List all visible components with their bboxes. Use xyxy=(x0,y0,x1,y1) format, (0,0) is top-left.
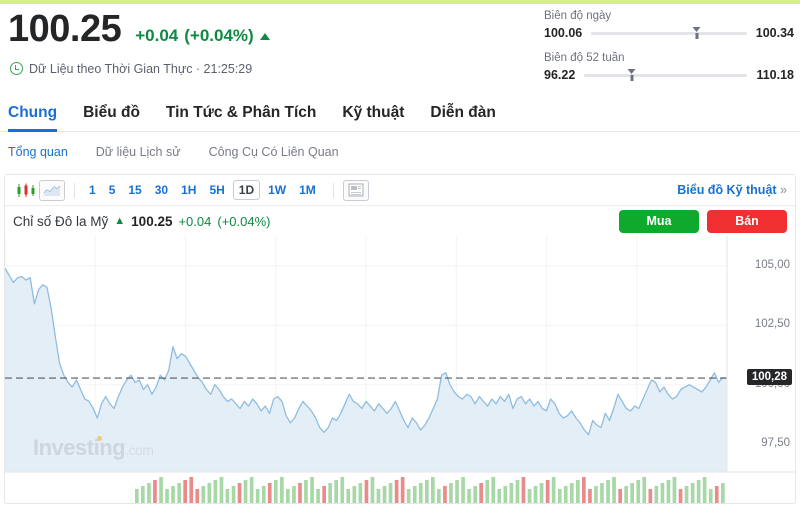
buy-button[interactable]: Mua xyxy=(619,209,699,233)
caret-up-icon xyxy=(259,32,270,40)
timeframe-1D[interactable]: 1D xyxy=(232,180,261,200)
instrument-name: Chỉ số Đô la Mỹ xyxy=(13,213,109,229)
technical-chart-label: Biểu đồ Kỹ thuật xyxy=(677,183,777,197)
y-axis-tick-3: 97,50 xyxy=(761,437,790,450)
subtab-2[interactable]: Công Cụ Có Liên Quan xyxy=(208,145,339,159)
technical-chart-link[interactable]: Biểu đồ Kỹ thuật » xyxy=(677,183,787,197)
tab-1[interactable]: Biểu đồ xyxy=(83,104,140,121)
tab-0[interactable]: Chung xyxy=(8,104,58,132)
day-range-label: Biên độ ngày xyxy=(544,10,612,22)
day-range-row: 100.06 100.34 xyxy=(544,26,794,40)
subtab-0[interactable]: Tổng quan xyxy=(8,145,68,159)
tab-3[interactable]: Kỹ thuật xyxy=(342,104,405,121)
top-accent-bar xyxy=(0,0,800,4)
day-range-slider[interactable] xyxy=(591,26,747,39)
tab-4[interactable]: Diễn đàn xyxy=(430,104,496,121)
current-price-badge: 100,28 xyxy=(746,369,792,386)
instrument-change: +0.04 xyxy=(178,213,212,229)
y-axis-tick-0: 105,00 xyxy=(754,258,790,271)
week52-range-low: 96.22 xyxy=(544,68,576,82)
day-range-high: 100.34 xyxy=(755,26,794,40)
timeframe-30[interactable]: 30 xyxy=(154,183,169,197)
timeframe-5H[interactable]: 5H xyxy=(209,183,225,197)
tab-2[interactable]: Tin Tức & Phân Tích xyxy=(165,104,317,121)
week52-range-slider[interactable] xyxy=(584,68,748,81)
price-area-chart xyxy=(5,236,795,503)
toolbar-divider-2 xyxy=(332,182,334,198)
change-percent: (+0.04%) xyxy=(184,26,254,45)
week52-range-label: Biên độ 52 tuần xyxy=(544,52,625,64)
timeframe-15[interactable]: 15 xyxy=(128,183,142,197)
week52-range-block: Biên độ 52 tuần 96.22 110.18 xyxy=(544,52,794,82)
price-change: +0.04 (+0.04%) xyxy=(135,26,270,46)
toolbar-divider-1 xyxy=(74,182,75,198)
timeframe-1H[interactable]: 1H xyxy=(181,183,197,197)
week52-range-high: 110.18 xyxy=(756,68,794,82)
realtime-text: Dữ Liệu theo Thời Gian Thực · 21:25:29 xyxy=(29,61,253,76)
news-article-icon[interactable] xyxy=(342,179,369,201)
main-tabs: Chung Biểu đồ Tin Tức & Phân Tích Kỹ thuật D… xyxy=(0,96,800,132)
chart-plot-area[interactable]: Investing.com 105,00102,50100,0097,50100… xyxy=(5,236,795,503)
timeframe-group: 1 5 15 30 1H 5H 1D 1W 1M xyxy=(84,180,324,200)
sub-tabs: Tổng quan Dữ liệu Lịch sử Công Cụ Có Liên … xyxy=(0,132,800,159)
trade-buttons: Mua Bán xyxy=(619,209,787,233)
quote-row: 100.25 +0.04 (+0.04%) xyxy=(0,8,800,50)
chart-card: 1 5 15 30 1H 5H 1D 1W 1M Biểu đồ Kỹ thuật » Chỉ … xyxy=(4,174,796,504)
day-range-low: 100.06 xyxy=(544,26,583,40)
y-axis-tick-1: 102,50 xyxy=(754,318,790,331)
timeframe-1W[interactable]: 1W xyxy=(268,183,287,197)
chevron-right-icon: » xyxy=(780,183,787,197)
range-panel: Biên độ ngày 100.06 100.34 Biên độ 52 tu… xyxy=(544,10,794,94)
week52-range-row: 96.22 110.18 xyxy=(544,68,794,82)
week52-range-marker xyxy=(627,68,636,81)
instrument-price: 100.25 xyxy=(131,213,173,229)
timeframe-1M[interactable]: 1M xyxy=(299,183,316,197)
chart-toolbar: 1 5 15 30 1H 5H 1D 1W 1M Biểu đồ Kỹ thuật » xyxy=(5,175,795,206)
instrument-change-pct: (+0.04%) xyxy=(217,213,271,229)
candlestick-chart-icon[interactable] xyxy=(13,180,39,201)
day-range-block: Biên độ ngày 100.06 100.34 xyxy=(544,10,794,40)
chart-quote-header: Chỉ số Đô la Mỹ ▲ 100.25 +0.04 (+0.04%) … xyxy=(5,206,795,236)
clock-icon xyxy=(10,62,23,76)
arrow-up-icon: ▲ xyxy=(114,215,126,227)
realtime-meta: Dữ Liệu theo Thời Gian Thực · 21:25:29 xyxy=(0,62,800,76)
quote-header: 100.25 +0.04 (+0.04%) Dữ Liệu theo Thời … xyxy=(0,4,800,96)
line-chart-icon[interactable] xyxy=(39,179,65,201)
sell-button[interactable]: Bán xyxy=(707,209,787,233)
timeframe-1[interactable]: 1 xyxy=(89,183,96,197)
subtab-1[interactable]: Dữ liệu Lịch sử xyxy=(95,145,181,159)
change-absolute: +0.04 xyxy=(135,26,179,45)
timeframe-5[interactable]: 5 xyxy=(108,183,116,197)
day-range-marker xyxy=(692,26,701,39)
page-title: 100.25 xyxy=(8,8,122,50)
